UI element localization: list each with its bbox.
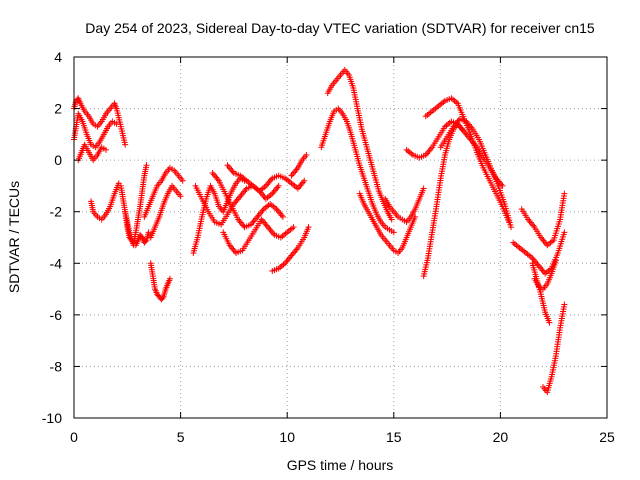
data-point — [159, 295, 166, 302]
grid-lines — [74, 57, 607, 418]
series-s18 — [324, 66, 395, 223]
series-s1 — [71, 95, 129, 148]
data-point — [388, 216, 395, 223]
series-s10 — [190, 175, 248, 256]
data-point — [303, 151, 310, 158]
x-tick-labels: 0 5 10 15 20 25 — [70, 429, 615, 445]
data-point — [508, 224, 515, 231]
series-s16 — [288, 151, 310, 179]
y-tick-label: -4 — [50, 255, 63, 271]
y-axis-label: SDTVAR / TECUs — [6, 181, 22, 293]
y-tick-labels: 4 2 0 -2 -4 -6 -8 -10 — [42, 49, 62, 426]
data-point — [301, 177, 308, 184]
data-point — [275, 182, 282, 189]
data-points — [71, 66, 568, 396]
series-s26 — [518, 190, 568, 249]
series-s22 — [420, 121, 466, 280]
y-tick-label: 2 — [54, 101, 62, 117]
data-point — [552, 257, 559, 264]
data-point — [145, 229, 152, 236]
data-point — [177, 193, 184, 200]
x-tick-label: 5 — [177, 429, 185, 445]
data-point — [102, 146, 109, 153]
series-s2 — [71, 110, 120, 151]
data-point — [279, 213, 286, 220]
y-tick-label: -8 — [50, 358, 63, 374]
y-tick-label: -6 — [50, 307, 63, 323]
series-s7 — [141, 164, 186, 220]
data-point — [142, 238, 149, 245]
series-s8 — [147, 182, 184, 241]
chart-title: Day 254 of 2023, Sidereal Day-to-day VTE… — [85, 20, 595, 36]
series-s29 — [531, 257, 559, 293]
series-s17 — [318, 105, 397, 236]
series-s6 — [122, 208, 152, 249]
series-s13 — [220, 216, 297, 256]
axis-ticks — [73, 56, 608, 419]
y-tick-label: 4 — [54, 49, 62, 65]
x-tick-label: 20 — [493, 429, 509, 445]
data-point — [290, 224, 297, 231]
series-s4 — [88, 180, 122, 223]
data-point — [546, 319, 553, 326]
data-point — [113, 121, 120, 128]
y-tick-label: 0 — [54, 152, 62, 168]
series-s5 — [117, 162, 150, 246]
x-tick-label: 15 — [386, 429, 402, 445]
data-point — [420, 185, 427, 192]
data-point — [138, 233, 145, 240]
data-point — [561, 229, 568, 236]
series-s14 — [224, 162, 308, 195]
series-s12 — [209, 170, 286, 231]
plot-frame — [73, 56, 608, 419]
series-s3 — [75, 141, 109, 164]
series-s25 — [510, 229, 568, 277]
data-point — [561, 301, 568, 308]
data-point — [143, 162, 150, 169]
y-tick-label: -2 — [50, 204, 63, 220]
series-s20 — [382, 185, 427, 226]
series-s24 — [437, 115, 515, 231]
series-s9 — [147, 260, 173, 303]
y-tick-label: -10 — [42, 410, 62, 426]
x-tick-label: 0 — [70, 429, 78, 445]
data-point — [305, 224, 312, 231]
series-s15 — [269, 224, 312, 275]
x-axis-label: GPS time / hours — [287, 457, 394, 473]
x-tick-label: 25 — [599, 429, 615, 445]
series-s19 — [356, 190, 419, 256]
data-point — [561, 190, 568, 197]
data-point — [179, 177, 186, 184]
data-point — [390, 229, 397, 236]
data-point — [166, 275, 173, 282]
x-tick-label: 10 — [279, 429, 295, 445]
data-point — [122, 141, 129, 148]
data-point — [459, 126, 466, 133]
series-s28 — [540, 301, 568, 396]
